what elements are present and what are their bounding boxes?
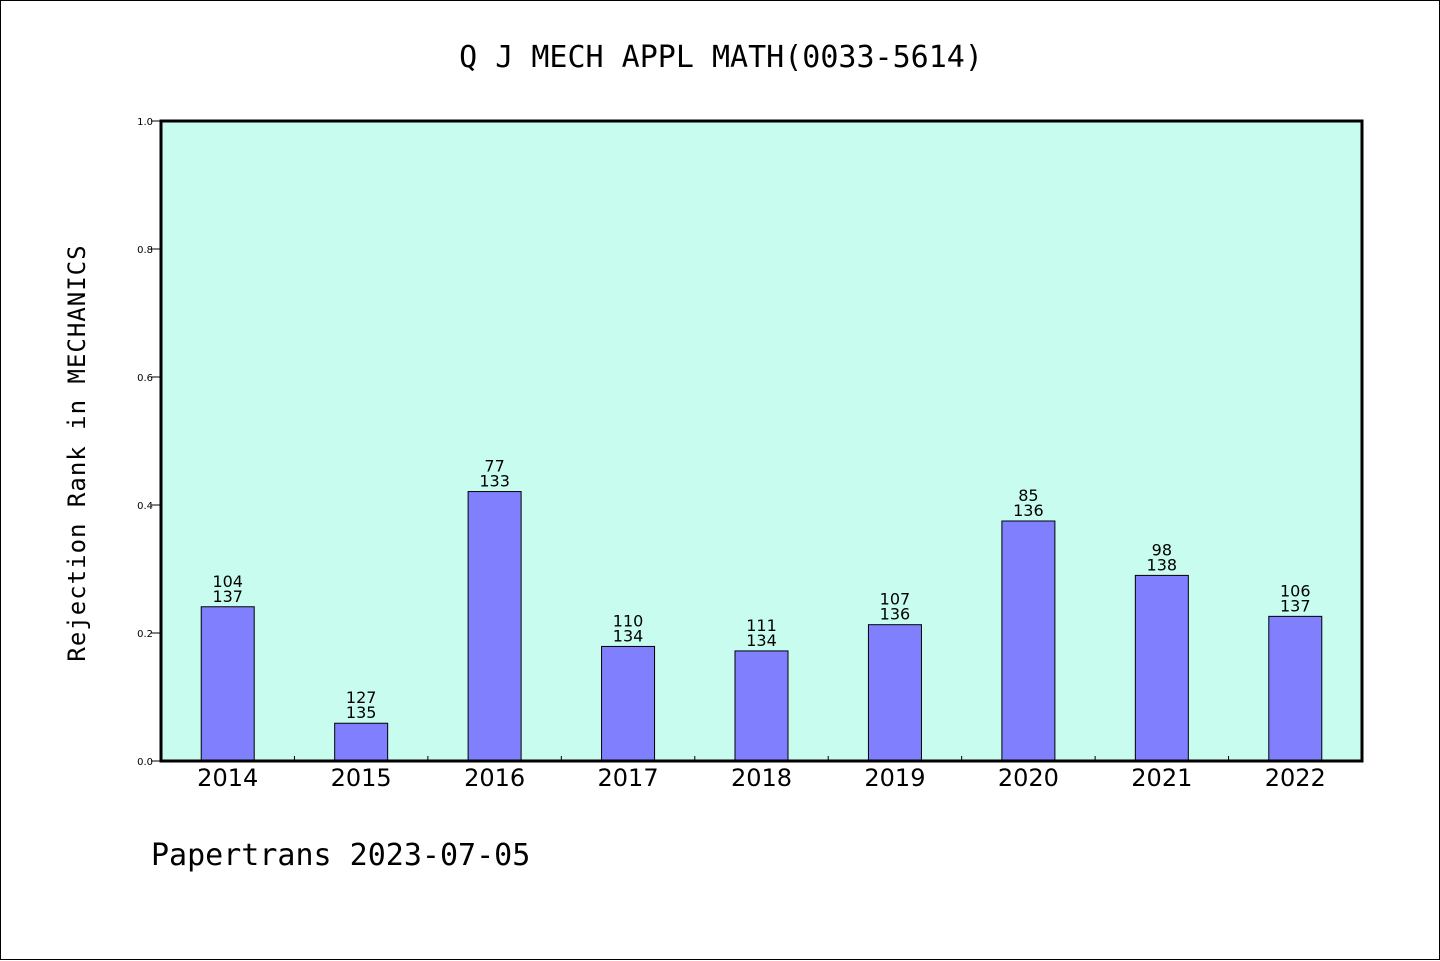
bar-total-label: 134: [746, 631, 777, 650]
x-tick-label: 2020: [998, 764, 1059, 792]
bar-2014: [200, 606, 255, 762]
bar-2019: [867, 624, 922, 762]
y-tick-label: 0.0: [137, 757, 153, 768]
y-axis: 0.0 0.2 0.4 0.6 0.8 1.0: [137, 117, 161, 768]
bar-rank-label: 98: [1152, 540, 1172, 559]
bar-total-label: 137: [212, 587, 243, 606]
bar-total-label: 134: [613, 626, 644, 645]
bar-rank-label: 111: [746, 616, 777, 635]
bar-total-label: 136: [880, 605, 911, 624]
y-tick-label: 0.2: [137, 629, 153, 640]
bar-2018: [734, 650, 789, 762]
plot-border: [159, 119, 1364, 763]
x-tick-label: 2016: [464, 764, 525, 792]
y-tick-label: 0.6: [137, 373, 153, 384]
bar-rank-label: 107: [880, 590, 911, 609]
bar-rank-label: 110: [613, 611, 644, 630]
bar-total-label: 133: [479, 472, 510, 491]
bar-2015: [334, 722, 389, 762]
bar-rank-label: 77: [484, 457, 504, 476]
y-tick-label: 0.8: [137, 245, 153, 256]
x-tick-label: 2015: [331, 764, 392, 792]
x-tick-label: 2018: [731, 764, 792, 792]
bar-2017: [601, 645, 656, 762]
bar-2016: [467, 491, 522, 762]
chart-title: Q J MECH APPL MATH(0033-5614): [459, 40, 983, 75]
x-tick-label: 2017: [598, 764, 659, 792]
bars: 1041371271357713311013411113410713685136…: [200, 457, 1323, 762]
y-tick-label: 1.0: [137, 117, 153, 128]
x-tick-label: 2014: [197, 764, 258, 792]
bar-total-label: 138: [1147, 555, 1178, 574]
x-axis: 2014 2015 2016 2017 2018 2019 2020 2021 2022: [197, 756, 1326, 792]
bar-total-label: 135: [346, 703, 377, 722]
bar-total-label: 137: [1280, 596, 1311, 615]
bar-2022: [1268, 615, 1323, 762]
bar-2021: [1134, 574, 1189, 762]
footer-credit: Papertrans 2023-07-05: [151, 838, 530, 873]
bar-rank-label: 127: [346, 688, 377, 707]
bar-2020: [1001, 520, 1056, 762]
x-tick-label: 2021: [1131, 764, 1192, 792]
x-tick-label: 2019: [864, 764, 925, 792]
x-tick-label: 2022: [1265, 764, 1326, 792]
y-tick-label: 0.4: [137, 501, 153, 512]
y-axis-label: Rejection Rank in MECHANICS: [63, 244, 91, 661]
bar-total-label: 136: [1013, 501, 1044, 520]
bar-rank-label: 85: [1018, 486, 1038, 505]
bar-rank-label: 104: [212, 572, 243, 591]
bar-rank-label: 106: [1280, 581, 1311, 600]
